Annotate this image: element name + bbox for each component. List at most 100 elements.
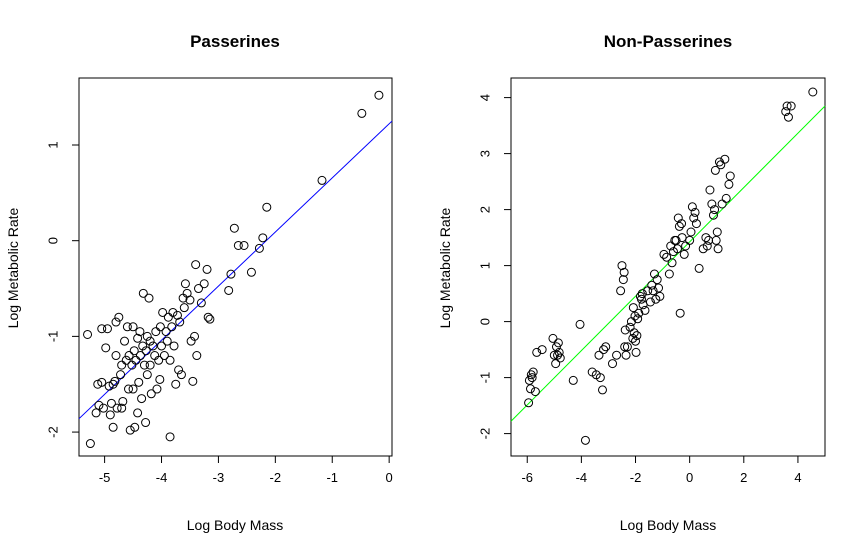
data-point xyxy=(191,260,201,270)
data-point xyxy=(537,345,547,355)
data-point xyxy=(638,300,648,310)
data-point xyxy=(374,90,384,100)
data-point xyxy=(717,199,727,209)
data-point xyxy=(648,286,658,296)
data-point xyxy=(122,322,132,332)
x-tick-label: -1 xyxy=(326,470,338,485)
data-point xyxy=(142,331,152,341)
axis-ticks: -6 -4 -2 0 2 4 -2 -1 0 1 2 3 4 xyxy=(478,94,802,485)
data-point xyxy=(141,418,151,428)
data-point xyxy=(83,329,93,339)
panel-non-passerines: Non-Passerines Log Body Mass Log Metabol… xyxy=(437,32,826,533)
data-point xyxy=(146,389,156,399)
data-point xyxy=(690,207,700,217)
data-point xyxy=(357,108,367,118)
data-point xyxy=(152,384,162,394)
data-point xyxy=(101,343,111,353)
regression-line xyxy=(78,120,393,420)
data-point xyxy=(85,439,95,449)
data-point xyxy=(637,289,647,299)
data-point xyxy=(689,213,699,223)
data-point xyxy=(155,374,165,384)
data-point xyxy=(144,293,154,303)
data-point xyxy=(679,249,689,259)
y-tick-label: 3 xyxy=(478,150,493,157)
y-tick-label: 2 xyxy=(478,206,493,213)
x-tick-label: -2 xyxy=(630,470,642,485)
data-point xyxy=(128,384,138,394)
data-point xyxy=(631,336,641,346)
data-point xyxy=(239,240,249,250)
x-tick-label: -4 xyxy=(156,470,168,485)
panel-passerines: Passerines Log Body Mass Log Metabolic R… xyxy=(5,32,393,533)
data-point xyxy=(111,317,121,327)
data-point xyxy=(674,221,684,231)
data-point xyxy=(155,322,165,332)
data-point xyxy=(548,333,558,343)
data-point xyxy=(94,400,104,410)
data-point xyxy=(138,288,148,298)
data-point xyxy=(203,312,213,322)
data-point xyxy=(165,355,175,365)
data-point xyxy=(702,241,712,251)
data-point xyxy=(194,284,204,294)
x-axis-label: Log Body Mass xyxy=(187,517,284,533)
data-point xyxy=(142,370,152,380)
y-tick-label: -2 xyxy=(478,428,493,440)
data-point xyxy=(162,336,172,346)
data-point xyxy=(616,286,626,296)
data-point xyxy=(118,396,128,406)
data-point xyxy=(677,219,687,229)
data-point xyxy=(121,355,131,365)
data-point xyxy=(782,101,792,111)
data-point xyxy=(675,308,685,318)
data-point xyxy=(633,314,643,324)
data-point xyxy=(524,375,534,385)
data-point xyxy=(551,359,561,369)
data-point xyxy=(786,101,796,111)
data-point xyxy=(145,360,155,370)
data-point xyxy=(612,350,622,360)
data-point xyxy=(553,338,563,348)
data-point xyxy=(672,244,682,254)
data-point xyxy=(117,360,127,370)
data-point xyxy=(97,324,107,334)
data-point xyxy=(174,365,184,375)
x-tick-label: 2 xyxy=(740,470,747,485)
data-point xyxy=(226,269,236,279)
y-axis-label: Log Metabolic Rate xyxy=(437,207,453,328)
data-point xyxy=(710,165,720,175)
data-point xyxy=(112,403,122,413)
data-point xyxy=(720,154,730,164)
data-point xyxy=(673,213,683,223)
data-point xyxy=(575,319,585,329)
data-point xyxy=(179,303,189,313)
data-point xyxy=(621,350,631,360)
data-point xyxy=(652,275,662,285)
data-point xyxy=(625,322,635,332)
data-point xyxy=(618,275,628,285)
data-point xyxy=(707,199,717,209)
x-tick-label: -2 xyxy=(270,470,282,485)
data-point xyxy=(167,322,177,332)
data-point xyxy=(594,350,604,360)
data-point xyxy=(725,171,735,181)
data-point xyxy=(246,267,256,277)
data-point xyxy=(124,384,134,394)
data-point xyxy=(687,202,697,212)
data-point xyxy=(677,233,687,243)
data-point xyxy=(580,435,590,445)
data-point xyxy=(601,342,611,352)
data-point xyxy=(148,341,158,351)
data-point xyxy=(634,308,644,318)
y-tick-label: 0 xyxy=(46,237,61,244)
data-point xyxy=(224,285,234,295)
data-point xyxy=(649,269,659,279)
data-point xyxy=(114,312,124,322)
data-point xyxy=(667,258,677,268)
data-point xyxy=(141,346,151,356)
data-point xyxy=(716,160,726,170)
data-point xyxy=(554,347,564,357)
data-point xyxy=(686,227,696,237)
data-point xyxy=(317,175,327,185)
